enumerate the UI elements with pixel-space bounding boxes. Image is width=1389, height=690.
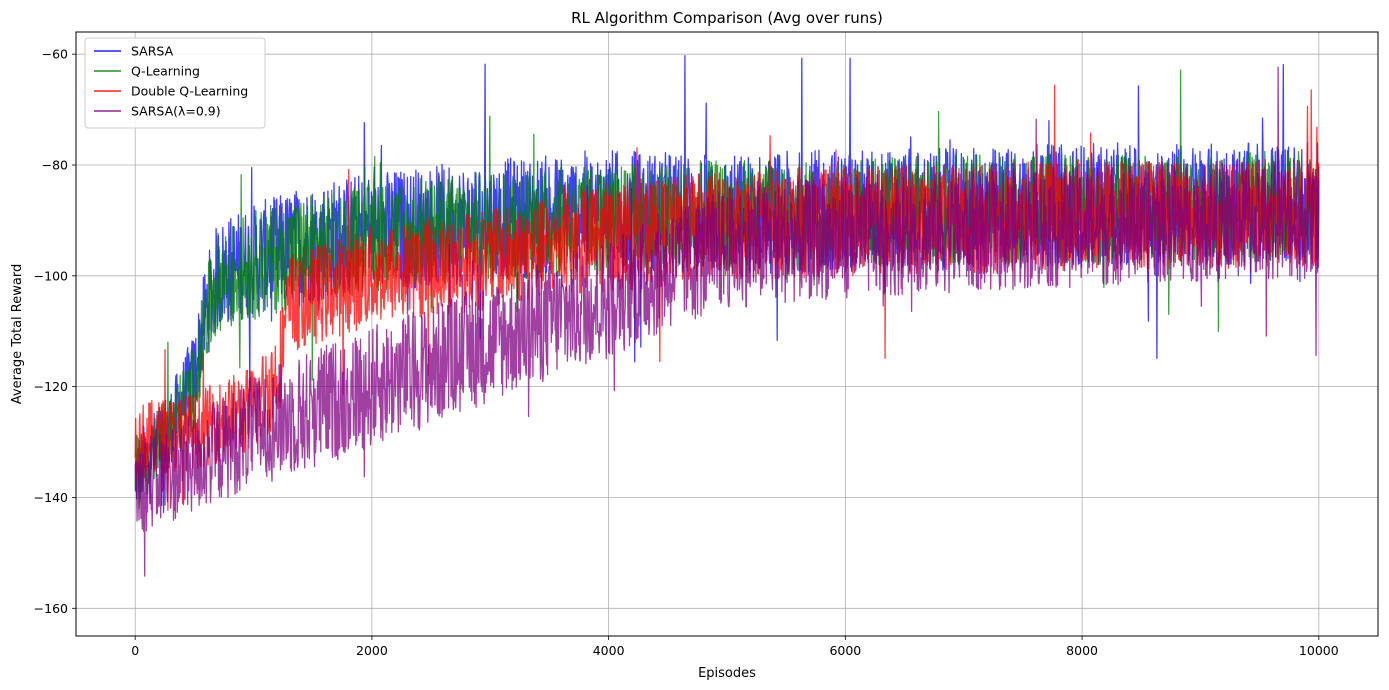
- ticks: 0 2000 4000 6000 8000 10000 −160 −140 −120 −100 −8…: [34, 47, 1339, 658]
- plot-frame: [75, 31, 1379, 637]
- y-tick-label: −140: [34, 490, 68, 505]
- legend: SARSA Q-Learning Double Q-Learning SARSA(λ=…: [84, 37, 266, 129]
- grid: [76, 32, 1378, 636]
- x-tick-label: 4000: [593, 643, 625, 658]
- x-tick-label: 6000: [829, 643, 861, 658]
- plot-area: [134, 55, 1320, 577]
- series-line-2: [134, 84, 1320, 511]
- legend-label: SARSA: [131, 44, 174, 59]
- y-tick-label: −60: [42, 47, 68, 62]
- chart-title: RL Algorithm Comparison (Avg over runs): [571, 9, 883, 27]
- series-line-3: [134, 66, 1320, 577]
- y-tick-label: −100: [34, 268, 68, 283]
- y-tick-label: −160: [34, 601, 68, 616]
- y-axis-label: Average Total Reward: [10, 264, 25, 404]
- y-tick-label: −120: [34, 379, 68, 394]
- legend-label: Double Q-Learning: [131, 84, 248, 99]
- x-tick-label: 0: [131, 643, 139, 658]
- x-tick-label: 10000: [1299, 643, 1339, 658]
- x-tick-label: 2000: [356, 643, 388, 658]
- x-tick-label: 8000: [1066, 643, 1098, 658]
- legend-label: Q-Learning: [131, 64, 200, 79]
- y-tick-label: −80: [42, 157, 68, 172]
- legend-box: [84, 37, 266, 129]
- x-axis-label: Episodes: [698, 666, 756, 681]
- legend-label: SARSA(λ=0.9): [131, 104, 221, 119]
